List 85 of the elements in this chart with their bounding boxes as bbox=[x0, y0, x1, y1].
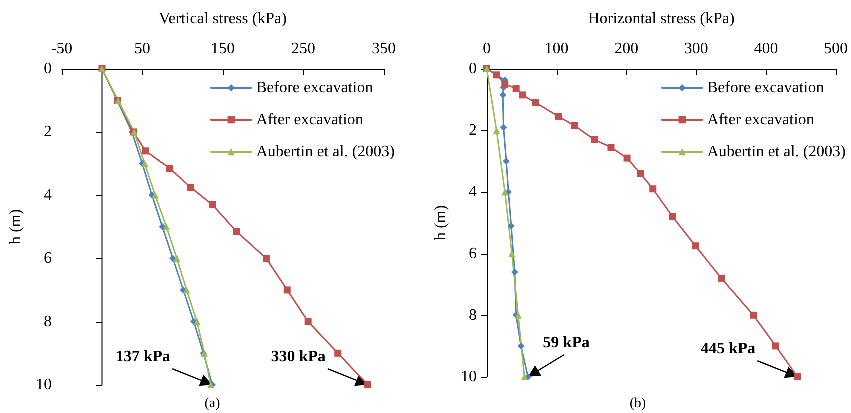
annotation: 445 kPa bbox=[700, 340, 756, 358]
point bbox=[512, 85, 520, 92]
legend-label: Before excavation bbox=[707, 80, 824, 96]
legend-label: Aubertin et al. (2003) bbox=[256, 144, 395, 160]
legend-label: After excavation bbox=[256, 112, 364, 128]
y-axis-title: h (m) bbox=[432, 205, 450, 241]
legend-label: Aubertin et al. (2003) bbox=[707, 144, 846, 160]
point bbox=[334, 350, 342, 357]
point bbox=[503, 158, 510, 165]
point bbox=[772, 342, 780, 350]
point bbox=[508, 222, 515, 230]
y-tick-label: 0 bbox=[469, 60, 477, 78]
annotation: 137 kPa bbox=[116, 348, 171, 366]
y-tick-label: 8 bbox=[44, 313, 52, 330]
x-tick-label: 300 bbox=[684, 40, 708, 58]
y-tick-label: 2 bbox=[469, 122, 477, 140]
point bbox=[669, 213, 676, 220]
y-tick-label: 4 bbox=[469, 184, 477, 201]
y-tick-label: 0 bbox=[44, 60, 52, 78]
x-axis-title: Vertical stress (kPa) bbox=[159, 10, 287, 28]
point bbox=[521, 374, 528, 380]
point bbox=[650, 186, 657, 193]
point bbox=[170, 255, 177, 262]
y-axis-title: h (m) bbox=[8, 209, 24, 245]
point bbox=[493, 127, 500, 134]
x-tick-label: 400 bbox=[754, 40, 778, 58]
point bbox=[500, 124, 508, 132]
point bbox=[794, 374, 802, 380]
text: (b) bbox=[630, 396, 646, 412]
point bbox=[571, 122, 578, 130]
point bbox=[174, 255, 181, 262]
point bbox=[183, 286, 190, 294]
point bbox=[159, 224, 166, 230]
x-tick-label: 500 bbox=[824, 40, 848, 58]
point bbox=[209, 201, 216, 208]
text: (a) bbox=[204, 396, 221, 412]
point bbox=[502, 80, 509, 88]
x-tick-label: 200 bbox=[614, 40, 639, 58]
point bbox=[141, 160, 148, 168]
point bbox=[750, 312, 758, 319]
point bbox=[508, 250, 516, 258]
y-tick-label: 10 bbox=[461, 368, 477, 386]
x-tick-label: 250 bbox=[292, 40, 316, 58]
point bbox=[624, 154, 631, 162]
point bbox=[518, 342, 525, 350]
y-tick-label: 8 bbox=[469, 306, 477, 324]
point bbox=[511, 268, 518, 276]
y-tick-label: 2 bbox=[44, 124, 52, 141]
point bbox=[284, 286, 291, 294]
point bbox=[532, 99, 540, 106]
annotation: 330 kPa bbox=[271, 348, 326, 366]
point bbox=[194, 318, 201, 326]
x-tick-label: 100 bbox=[544, 40, 569, 58]
point bbox=[500, 92, 507, 99]
y-tick-label: 6 bbox=[44, 250, 52, 268]
point bbox=[590, 136, 598, 144]
point bbox=[187, 184, 194, 191]
x-tick-label: 350 bbox=[372, 40, 396, 58]
legend-label: After excavation bbox=[707, 112, 814, 128]
x-axis-title: Horizontal stress (kPa) bbox=[588, 10, 735, 28]
point bbox=[163, 224, 170, 230]
point bbox=[152, 192, 159, 199]
point bbox=[233, 228, 240, 236]
point bbox=[493, 72, 500, 79]
legend-label: Before excavation bbox=[256, 80, 374, 96]
annotation: 59 kPa bbox=[543, 334, 590, 352]
point bbox=[608, 144, 615, 152]
point bbox=[519, 92, 526, 99]
x-tick-label: 50 bbox=[134, 40, 150, 58]
point bbox=[142, 148, 150, 155]
point bbox=[555, 113, 562, 120]
point bbox=[166, 165, 174, 172]
point bbox=[304, 318, 312, 326]
point bbox=[502, 188, 509, 196]
point bbox=[637, 170, 644, 178]
point bbox=[364, 382, 372, 388]
y-tick-label: 4 bbox=[44, 186, 52, 204]
x-tick-label: 150 bbox=[211, 40, 235, 58]
point bbox=[718, 274, 726, 282]
point bbox=[692, 242, 700, 250]
x-tick-label: -50 bbox=[51, 40, 73, 58]
point bbox=[262, 255, 270, 262]
y-tick-label: 10 bbox=[36, 376, 52, 394]
y-tick-label: 6 bbox=[469, 245, 477, 262]
x-tick-label: 0 bbox=[483, 40, 491, 58]
